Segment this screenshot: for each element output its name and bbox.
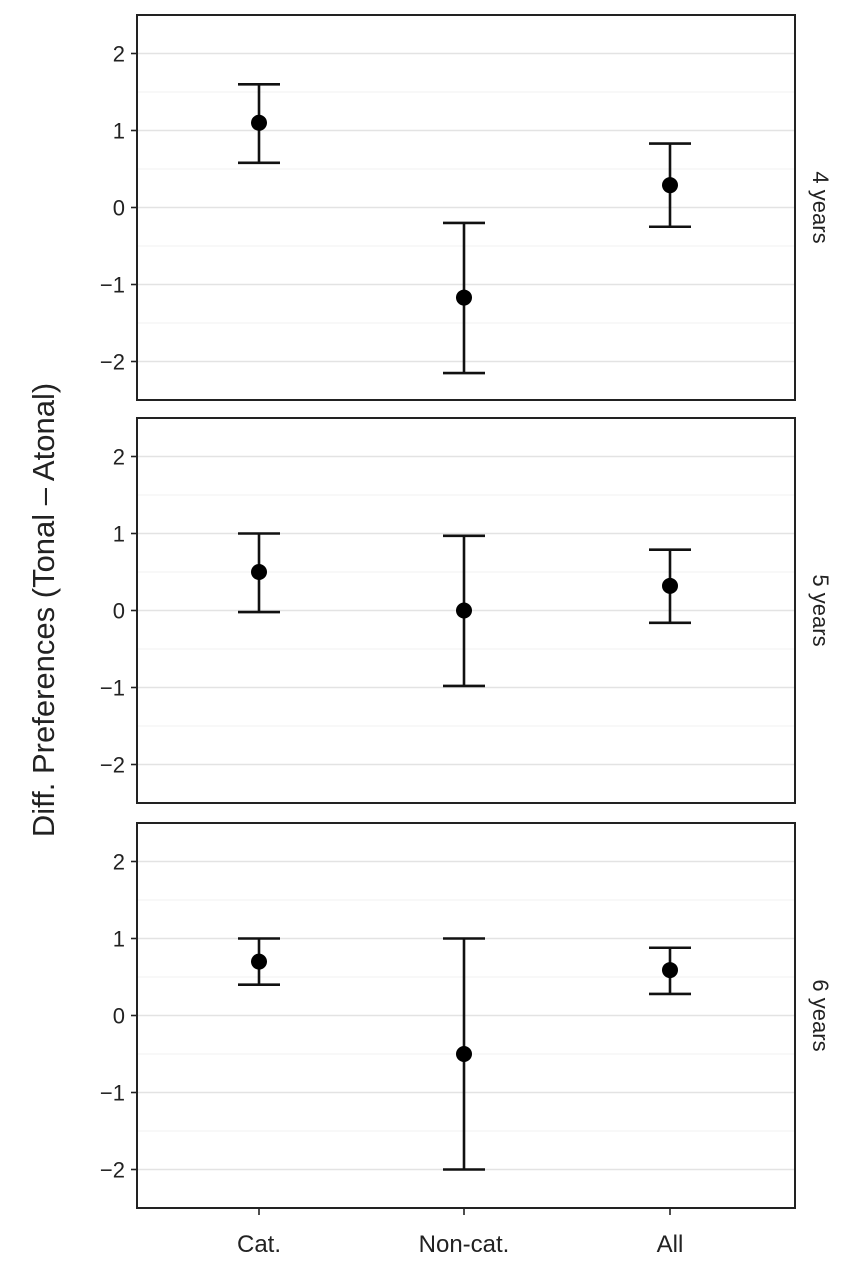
- panel-frame: [136, 14, 796, 401]
- y-tick-label: 1: [113, 522, 125, 547]
- panel-frame: [136, 417, 796, 804]
- mean-point: [456, 1046, 472, 1062]
- x-axis: Cat. Non-cat. All: [237, 1208, 683, 1258]
- facet-panel: 2 1 0 −1 −2 5 years: [100, 417, 833, 804]
- y-tick-label: 1: [113, 927, 125, 952]
- facet-label: 4 years: [808, 171, 833, 243]
- mean-point: [662, 577, 678, 594]
- x-tick-label: Cat.: [237, 1231, 281, 1258]
- x-tick-label: All: [657, 1231, 684, 1258]
- x-tick-label: Non-cat.: [419, 1231, 510, 1258]
- y-tick-label: −2: [100, 753, 125, 778]
- facet-panel: 2 1 0 −1 −2 6 years: [100, 822, 833, 1209]
- y-tick-label: 2: [113, 850, 125, 875]
- y-tick-label: 1: [113, 119, 125, 144]
- y-tick-label: −1: [100, 273, 125, 298]
- y-tick-label: −1: [100, 1081, 125, 1106]
- y-tick-label: −2: [100, 1158, 125, 1183]
- y-tick-label: 2: [113, 42, 125, 67]
- mean-point: [251, 953, 267, 970]
- mean-point: [251, 564, 267, 580]
- facet-panels: 2 1 0 −1 −2 4 years 2 1 0 −1 −2 5 years 2 1 0 −1 −2 6 yea…: [100, 14, 833, 1209]
- y-tick-label: 0: [113, 1004, 125, 1029]
- y-tick-label: 0: [113, 196, 125, 221]
- y-tick-label: 0: [113, 599, 125, 624]
- panel-frame: [136, 822, 796, 1209]
- y-tick-label: 2: [113, 445, 125, 470]
- mean-point: [456, 289, 472, 306]
- facet-label: 6 years: [808, 979, 833, 1051]
- y-tick-label: −1: [100, 676, 125, 701]
- facet-panel: 2 1 0 −1 −2 4 years: [100, 14, 833, 401]
- mean-point: [456, 602, 472, 619]
- mean-point: [662, 177, 678, 194]
- mean-point: [662, 962, 678, 979]
- y-axis-label: Diff. Preferences (Tonal – Atonal): [26, 383, 61, 837]
- mean-point: [251, 114, 267, 131]
- y-tick-label: −2: [100, 350, 125, 375]
- facet-label: 5 years: [808, 574, 833, 646]
